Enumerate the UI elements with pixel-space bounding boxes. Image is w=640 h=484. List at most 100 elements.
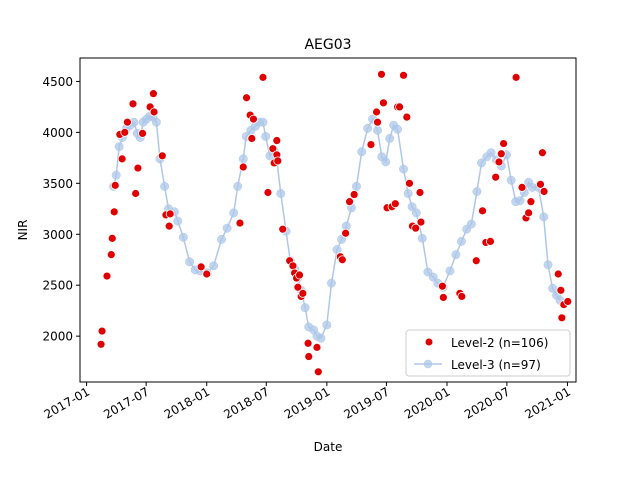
level-3-point bbox=[477, 158, 486, 168]
level-3-point bbox=[209, 261, 219, 271]
level-2-point bbox=[471, 256, 481, 266]
level-3-point bbox=[233, 181, 243, 191]
level-2-point bbox=[157, 151, 167, 161]
level-2-point bbox=[536, 179, 545, 189]
level-2-point bbox=[303, 338, 313, 348]
plot-frame bbox=[79, 57, 577, 383]
legend: Level-2 (n=106) Level-3 (n=97) bbox=[405, 329, 571, 377]
level-2-point bbox=[131, 189, 141, 198]
level-3-point bbox=[472, 187, 482, 196]
level-3-point bbox=[385, 134, 395, 143]
level-2-point bbox=[491, 172, 501, 182]
level-3-point bbox=[373, 125, 382, 135]
level-2-point bbox=[278, 224, 288, 234]
level-2-point bbox=[202, 269, 212, 279]
level-2-point bbox=[438, 293, 448, 302]
level-3-point bbox=[486, 148, 496, 158]
level-3-point bbox=[393, 124, 403, 134]
level-3-point bbox=[300, 303, 310, 313]
level-2-point bbox=[405, 178, 414, 188]
level-3-point bbox=[411, 208, 421, 218]
level-2-point bbox=[366, 140, 376, 150]
level-3-point bbox=[428, 272, 438, 282]
legend-marker-level-2 bbox=[425, 338, 433, 346]
level-2-point bbox=[120, 127, 130, 137]
level-3-point bbox=[217, 234, 226, 244]
level-3-point bbox=[506, 175, 516, 185]
level-2-point bbox=[110, 180, 120, 190]
legend-label-level-3: Level-3 (n=97) bbox=[451, 358, 541, 372]
level-2-point bbox=[556, 285, 566, 295]
level-2-point bbox=[478, 206, 487, 216]
plot-area bbox=[96, 69, 573, 377]
level-2-point bbox=[379, 98, 388, 108]
level-2-point bbox=[298, 288, 308, 298]
level-2-point bbox=[295, 270, 304, 280]
level-2-point bbox=[106, 250, 116, 260]
legend-marker-level-3 bbox=[423, 359, 433, 369]
legend-label-level-2: Level-2 (n=106) bbox=[451, 336, 548, 350]
level-3-point bbox=[276, 189, 286, 198]
level-3-point bbox=[466, 219, 476, 229]
level-2-point bbox=[341, 228, 351, 238]
level-2-point bbox=[349, 190, 359, 199]
level-3-point bbox=[515, 196, 525, 206]
level-3-point bbox=[539, 212, 549, 222]
level-2-point bbox=[149, 107, 159, 117]
level-2-point bbox=[526, 197, 536, 207]
level-2-point bbox=[517, 182, 527, 192]
level-3-point bbox=[111, 170, 121, 180]
level-2-point bbox=[249, 114, 258, 124]
level-3-point bbox=[178, 232, 188, 242]
level-2-point bbox=[122, 117, 132, 127]
level-2-point bbox=[553, 269, 563, 279]
level-3-point bbox=[222, 223, 232, 233]
level-3-point bbox=[363, 123, 373, 133]
level-2-point bbox=[107, 233, 117, 243]
level-3-point bbox=[327, 278, 336, 288]
level-2-point bbox=[164, 221, 174, 231]
level-2-point bbox=[293, 282, 303, 292]
level-2-point bbox=[128, 99, 138, 109]
level-3-point bbox=[258, 117, 268, 127]
level-2-point bbox=[96, 339, 106, 349]
level-2-point bbox=[272, 136, 282, 145]
level-2-point bbox=[538, 148, 547, 158]
level-3-point bbox=[445, 266, 455, 276]
y-tick-label: 4500 bbox=[42, 75, 73, 89]
y-axis-label: NIR bbox=[16, 220, 30, 241]
level-3-point bbox=[548, 283, 558, 293]
level-2-point bbox=[457, 292, 467, 301]
level-3-point bbox=[322, 320, 332, 330]
level-2-point bbox=[402, 112, 412, 122]
level-3-point bbox=[543, 260, 553, 270]
level-2-point bbox=[337, 255, 347, 265]
level-2-point bbox=[109, 207, 119, 217]
y-tick-label: 3000 bbox=[42, 228, 73, 242]
level-2-point bbox=[273, 156, 283, 166]
level-2-point bbox=[416, 217, 426, 227]
level-2-point bbox=[263, 188, 273, 197]
level-2-point bbox=[377, 69, 386, 79]
level-3-point bbox=[114, 142, 124, 152]
level-2-point bbox=[117, 154, 127, 164]
level-2-point bbox=[494, 157, 504, 167]
level-2-point bbox=[411, 223, 421, 233]
level-3-point bbox=[316, 333, 326, 343]
chart-title: AEG03 bbox=[304, 37, 351, 53]
level-2-point bbox=[399, 70, 408, 80]
level-3-point bbox=[151, 117, 161, 127]
level-2-point bbox=[415, 188, 425, 197]
y-tick-label: 3500 bbox=[42, 177, 73, 191]
level-2-point bbox=[395, 102, 404, 112]
level-2-point bbox=[437, 281, 447, 291]
level-2-point bbox=[345, 197, 354, 207]
level-2-point bbox=[133, 163, 143, 173]
level-2-point bbox=[238, 162, 248, 172]
level-2-point bbox=[102, 271, 112, 281]
level-2-point bbox=[165, 209, 175, 219]
level-2-point bbox=[97, 326, 107, 336]
level-2-point bbox=[288, 261, 298, 271]
